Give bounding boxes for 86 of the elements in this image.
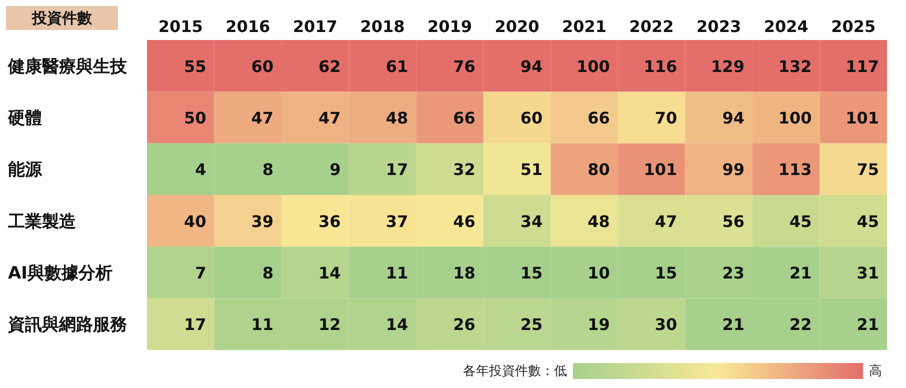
- data-label: 51: [520, 160, 543, 180]
- data-label: 31: [856, 264, 879, 282]
- data-label: 101: [846, 108, 879, 128]
- data-label: 4: [195, 160, 206, 180]
- text: 高: [869, 363, 882, 380]
- data-label: 116: [644, 56, 678, 76]
- data-label: 48: [386, 108, 408, 128]
- data-label: 14: [386, 315, 408, 334]
- data-label: 32: [453, 160, 476, 180]
- data-label: 80: [588, 160, 610, 180]
- data-label: 21: [856, 315, 879, 334]
- data-label: 45: [789, 212, 812, 231]
- data-label: 94: [722, 108, 744, 128]
- data-label: 60: [251, 56, 274, 76]
- x-tick-label: 2016: [226, 17, 270, 36]
- data-label: 76: [453, 56, 476, 76]
- data-label: 11: [386, 264, 408, 282]
- data-label: 62: [318, 56, 341, 76]
- data-label: 18: [453, 264, 476, 282]
- data-label: 25: [520, 315, 543, 334]
- data-label: 36: [318, 212, 341, 231]
- data-label: 39: [251, 212, 274, 231]
- data-label: 30: [654, 315, 678, 334]
- x-tick-label: 2017: [292, 17, 338, 36]
- data-label: 50: [184, 108, 206, 128]
- x-tick-label: 2019: [427, 17, 472, 36]
- data-label: 94: [520, 56, 543, 76]
- data-label: 132: [778, 56, 812, 76]
- y-tick-label: 健康醫療與生技: [7, 56, 128, 77]
- data-label: 113: [778, 160, 812, 180]
- data-label: 19: [588, 315, 610, 334]
- y-tick-label: 能源: [8, 160, 43, 180]
- data-label: 9: [330, 160, 341, 180]
- data-label: 66: [588, 108, 610, 128]
- data-label: 14: [318, 264, 341, 282]
- text: 各年投資件數：低: [463, 363, 567, 380]
- data-label: 11: [251, 315, 274, 334]
- data-label: 21: [789, 264, 812, 282]
- data-label: 75: [856, 160, 879, 180]
- data-label: 47: [251, 108, 274, 128]
- data-label: 55: [184, 56, 206, 76]
- data-label: 23: [722, 264, 744, 282]
- data-label: 47: [318, 108, 341, 128]
- data-label: 101: [644, 160, 678, 180]
- x-tick-label: 2023: [696, 17, 742, 36]
- data-label: 45: [856, 212, 879, 231]
- data-label: 40: [184, 212, 206, 231]
- data-label: 8: [262, 264, 274, 282]
- x-tick-label: 2025: [831, 17, 876, 36]
- y-tick-label: AI與數據分析: [8, 264, 112, 284]
- data-label: 70: [654, 108, 678, 128]
- x-tick-label: 2015: [158, 17, 203, 36]
- data-label: 15: [654, 264, 678, 282]
- x-tick-label: 2022: [629, 17, 674, 36]
- data-label: 99: [722, 160, 744, 180]
- data-label: 60: [520, 108, 543, 128]
- data-label: 48: [588, 212, 610, 231]
- data-label: 129: [711, 56, 744, 76]
- data-label: 46: [453, 212, 476, 231]
- data-label: 15: [520, 264, 543, 282]
- data-label: 7: [195, 264, 206, 282]
- data-label: 26: [453, 315, 476, 334]
- data-label: 66: [453, 108, 476, 128]
- data-label: 37: [386, 212, 408, 231]
- data-label: 61: [386, 56, 408, 76]
- x-tick-label: 2020: [494, 17, 540, 36]
- data-label: 10: [588, 264, 610, 282]
- data-label: 21: [722, 315, 744, 334]
- data-label: 56: [722, 212, 744, 231]
- data-label: 100: [576, 56, 610, 76]
- data-label: 100: [778, 108, 812, 128]
- data-label: 17: [386, 160, 408, 180]
- data-label: 22: [789, 315, 812, 334]
- y-tick-label: 資訊與網路服務: [7, 315, 127, 336]
- y-tick-label: 工業製造: [7, 212, 76, 232]
- data-label: 8: [262, 160, 274, 180]
- x-tick-label: 2018: [360, 17, 405, 36]
- data-label: 47: [654, 212, 678, 231]
- data-label: 12: [318, 315, 341, 334]
- chart-title: 投資件數: [6, 6, 118, 30]
- data-label: 117: [846, 56, 879, 76]
- x-tick-label: 2021: [562, 17, 607, 36]
- data-label: 34: [520, 212, 543, 231]
- data-label: 17: [184, 315, 206, 334]
- x-tick-label: 2024: [764, 17, 808, 36]
- y-tick-label: 硬體: [7, 108, 42, 128]
